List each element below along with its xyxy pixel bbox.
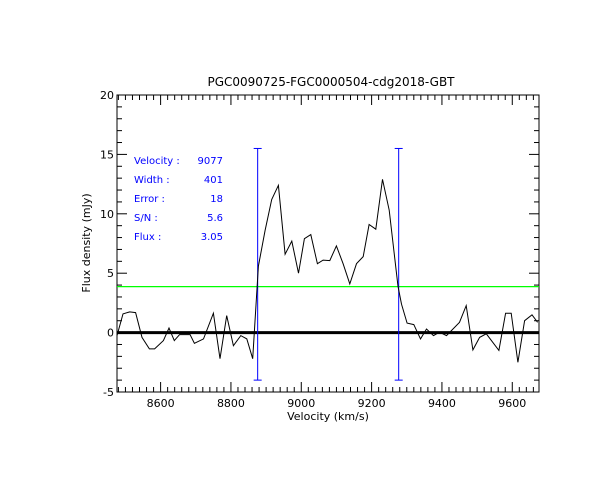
spectrum-line xyxy=(116,179,539,363)
y-tick-label: 0 xyxy=(107,327,114,340)
y-tick-label: 15 xyxy=(100,148,114,161)
x-tick-label: 8600 xyxy=(147,397,175,410)
x-tick-label: 8800 xyxy=(217,397,245,410)
chart-title: PGC0090725-FGC0000504-cdg2018-GBT xyxy=(207,75,455,89)
stat-value: 5.6 xyxy=(207,213,223,224)
plot-frame xyxy=(116,94,540,393)
x-tick-label: 9400 xyxy=(428,397,456,410)
y-tick-label: 20 xyxy=(100,89,114,102)
stat-value: 18 xyxy=(210,194,223,205)
x-tick-label: 9600 xyxy=(498,397,526,410)
stat-label: Width : xyxy=(134,175,170,186)
y-tick-label: 10 xyxy=(100,208,114,221)
stat-value: 9077 xyxy=(198,156,223,167)
y-tick-label: -5 xyxy=(103,386,114,399)
x-tick-label: 9000 xyxy=(287,397,315,410)
stat-label: Error : xyxy=(134,194,165,205)
stat-value: 401 xyxy=(204,175,223,186)
y-axis-label: Flux density (mJy) xyxy=(80,193,93,292)
x-axis-label: Velocity (km/s) xyxy=(287,410,369,423)
stat-label: Flux : xyxy=(134,232,161,243)
x-tick-label: 9200 xyxy=(358,397,386,410)
y-tick-label: 5 xyxy=(107,267,114,280)
stat-label: Velocity : xyxy=(134,156,180,167)
stat-label: S/N : xyxy=(134,213,158,224)
stat-value: 3.05 xyxy=(201,232,223,243)
